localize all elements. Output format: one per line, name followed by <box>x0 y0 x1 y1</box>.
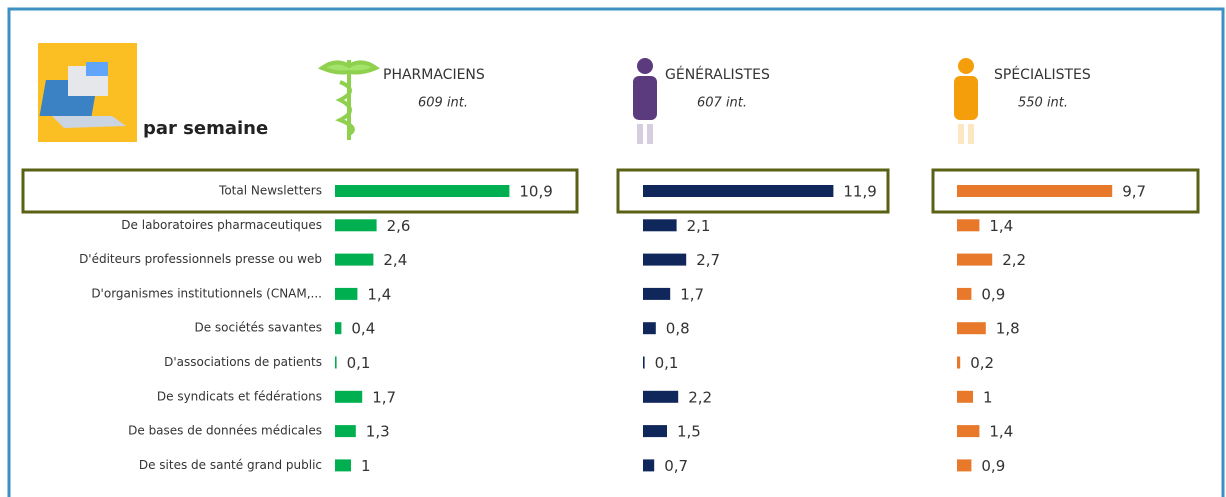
bar <box>957 185 1112 197</box>
value-label: 1,8 <box>996 320 1020 338</box>
bar <box>335 357 337 369</box>
bar <box>643 425 667 437</box>
bar <box>335 185 509 197</box>
value-label: 0,2 <box>970 354 994 372</box>
value-label: 0,9 <box>981 285 1005 303</box>
value-label: 1,4 <box>989 423 1013 441</box>
category-label: D'organismes institutionnels (CNAM,... <box>91 286 322 300</box>
series-note: 609 int. <box>418 96 468 111</box>
value-label: 1,4 <box>367 285 391 303</box>
category-label: De laboratoires pharmaceutiques <box>121 218 322 232</box>
bar <box>335 288 357 300</box>
value-label: 10,9 <box>519 183 552 201</box>
bar <box>957 219 979 231</box>
specialist-icon <box>954 58 978 144</box>
bar <box>957 357 960 369</box>
bar <box>335 391 362 403</box>
bar <box>957 425 979 437</box>
value-label: 1,7 <box>680 285 704 303</box>
value-label: 1 <box>361 457 371 475</box>
bar <box>957 288 971 300</box>
value-label: 0,7 <box>664 457 688 475</box>
generalist-icon <box>633 58 657 144</box>
bar <box>643 357 645 369</box>
bar <box>335 425 356 437</box>
value-label: 0,1 <box>655 354 679 372</box>
value-label: 1,4 <box>989 217 1013 235</box>
value-label: 1,5 <box>677 423 701 441</box>
value-label: 1,7 <box>372 388 396 406</box>
value-label: 9,7 <box>1122 183 1146 201</box>
bar <box>957 391 973 403</box>
pharmacist-icon <box>322 60 376 140</box>
bar <box>643 219 677 231</box>
series-name: SPÉCIALISTES <box>994 66 1091 83</box>
value-label: 2,1 <box>687 217 711 235</box>
value-label: 2,7 <box>696 251 720 269</box>
value-label: 0,1 <box>347 354 371 372</box>
value-label: 2,2 <box>688 388 712 406</box>
chart: par semaine Total Newsletters De laborato… <box>0 0 1226 497</box>
category-label: De sociétés savantes <box>194 321 322 335</box>
series-name: GÉNÉRALISTES <box>665 66 770 83</box>
value-label: 2,2 <box>1002 251 1026 269</box>
value-label: 2,6 <box>387 217 411 235</box>
bar <box>643 185 833 197</box>
bar <box>643 459 654 471</box>
category-label: De bases de données médicales <box>128 424 322 438</box>
value-label: 1 <box>983 388 993 406</box>
value-label: 2,4 <box>383 251 407 269</box>
report-icon <box>38 43 137 142</box>
series-name: PHARMACIENS <box>383 67 485 83</box>
value-label: 0,4 <box>351 320 375 338</box>
value-label: 0,8 <box>666 320 690 338</box>
value-label: 11,9 <box>843 183 876 201</box>
bar <box>335 254 373 266</box>
series-note: 607 int. <box>697 96 747 111</box>
bar <box>335 459 351 471</box>
bar <box>335 219 377 231</box>
bar <box>957 254 992 266</box>
series-note: 550 int. <box>1018 96 1068 111</box>
value-label: 0,9 <box>981 457 1005 475</box>
category-label: D'associations de patients <box>164 355 322 369</box>
bar <box>957 459 971 471</box>
bar <box>957 322 986 334</box>
category-label: D'éditeurs professionnels presse ou web <box>79 252 322 266</box>
category-label: De syndicats et fédérations <box>157 389 322 403</box>
category-label: Total Newsletters <box>218 184 322 198</box>
bar <box>643 322 656 334</box>
value-label: 1,3 <box>366 423 390 441</box>
page-title: par semaine <box>143 118 268 139</box>
bar <box>643 391 678 403</box>
bar <box>643 288 670 300</box>
bar <box>335 322 341 334</box>
category-label: De sites de santé grand public <box>139 458 322 472</box>
bar <box>643 254 686 266</box>
